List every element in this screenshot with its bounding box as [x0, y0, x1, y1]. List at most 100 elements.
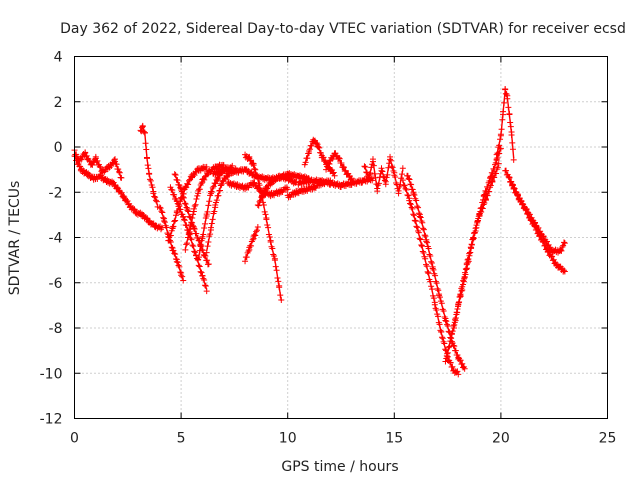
- data-point: [113, 161, 120, 168]
- data-point: [418, 242, 425, 249]
- data-point: [498, 126, 505, 133]
- data-point: [473, 224, 480, 231]
- data-point: [92, 153, 99, 160]
- data-point: [414, 203, 421, 210]
- data-point: [421, 232, 428, 239]
- data-point: [402, 185, 409, 192]
- data-point: [509, 181, 516, 188]
- data-point: [371, 170, 378, 177]
- series-drop-8-9: [242, 151, 285, 304]
- data-point: [423, 261, 430, 268]
- plot-frame: [74, 56, 608, 419]
- data-point: [427, 278, 434, 285]
- y-tick-label: 4: [54, 50, 63, 66]
- data-point: [504, 92, 511, 99]
- data-point: [203, 249, 210, 256]
- data-point: [457, 291, 464, 298]
- data-point: [260, 189, 267, 196]
- data-point: [499, 116, 506, 123]
- data-point: [143, 154, 150, 161]
- data-point: [446, 343, 453, 350]
- series-arc-2: [167, 184, 210, 295]
- data-point: [142, 140, 149, 147]
- data-point: [176, 263, 183, 270]
- data-point: [509, 146, 516, 153]
- data-point: [509, 139, 516, 146]
- data-point: [108, 163, 115, 170]
- data-point: [382, 181, 389, 188]
- data-point: [416, 235, 423, 242]
- data-point: [428, 258, 435, 265]
- data-point: [464, 256, 471, 263]
- data-point: [190, 225, 197, 232]
- data-point: [201, 224, 208, 231]
- data-point: [195, 262, 202, 269]
- series-bump-12: [323, 150, 355, 183]
- data-point: [209, 216, 216, 223]
- data-point: [454, 309, 461, 316]
- data-point: [262, 211, 269, 218]
- data-point: [212, 180, 219, 187]
- data-point: [415, 229, 422, 236]
- data-point: [433, 280, 440, 287]
- data-point: [467, 244, 474, 251]
- data-point: [419, 219, 426, 226]
- data-point: [518, 197, 525, 204]
- data-point: [316, 144, 323, 151]
- data-point: [207, 231, 214, 238]
- series-rise-d: [203, 165, 240, 256]
- data-point: [171, 191, 178, 198]
- data-point: [179, 273, 186, 280]
- data-point: [302, 159, 309, 166]
- data-point: [561, 240, 568, 247]
- y-tick-label: 2: [54, 95, 63, 111]
- data-point: [180, 277, 187, 284]
- data-point: [429, 265, 436, 272]
- data-point: [182, 246, 189, 253]
- data-point: [347, 176, 354, 183]
- data-point: [192, 249, 199, 256]
- data-point: [186, 228, 193, 235]
- data-point: [435, 313, 442, 320]
- data-point: [492, 159, 499, 166]
- data-point: [172, 212, 179, 219]
- data-point: [176, 181, 183, 188]
- data-point: [185, 208, 192, 215]
- series-spike-20: [493, 86, 517, 163]
- series-spike-3: [137, 122, 161, 210]
- data-point: [174, 259, 181, 266]
- data-point: [263, 214, 270, 221]
- data-point: [454, 368, 461, 375]
- data-point: [198, 269, 205, 276]
- data-point: [201, 282, 208, 289]
- data-point: [313, 140, 320, 147]
- data-point: [414, 224, 421, 231]
- data-point: [264, 222, 271, 229]
- data-point: [532, 220, 539, 227]
- data-point: [424, 239, 431, 246]
- data-point: [184, 207, 191, 214]
- data-point: [147, 177, 154, 184]
- data-point: [540, 233, 547, 240]
- data-point: [169, 187, 176, 194]
- data-point: [381, 177, 388, 184]
- data-point: [259, 192, 266, 199]
- data-point: [202, 252, 209, 259]
- data-point: [505, 104, 512, 111]
- data-point: [482, 196, 489, 203]
- data-point: [400, 182, 407, 189]
- data-point: [436, 294, 443, 301]
- data-point: [208, 188, 215, 195]
- data-point: [511, 185, 518, 192]
- data-point: [183, 204, 190, 211]
- data-point: [205, 261, 212, 268]
- data-point: [185, 231, 192, 238]
- data-point: [443, 318, 450, 325]
- data-point: [271, 253, 278, 260]
- data-point: [434, 285, 441, 292]
- data-point: [146, 170, 153, 177]
- data-point: [207, 227, 214, 234]
- data-point: [272, 263, 279, 270]
- data-point: [191, 202, 198, 209]
